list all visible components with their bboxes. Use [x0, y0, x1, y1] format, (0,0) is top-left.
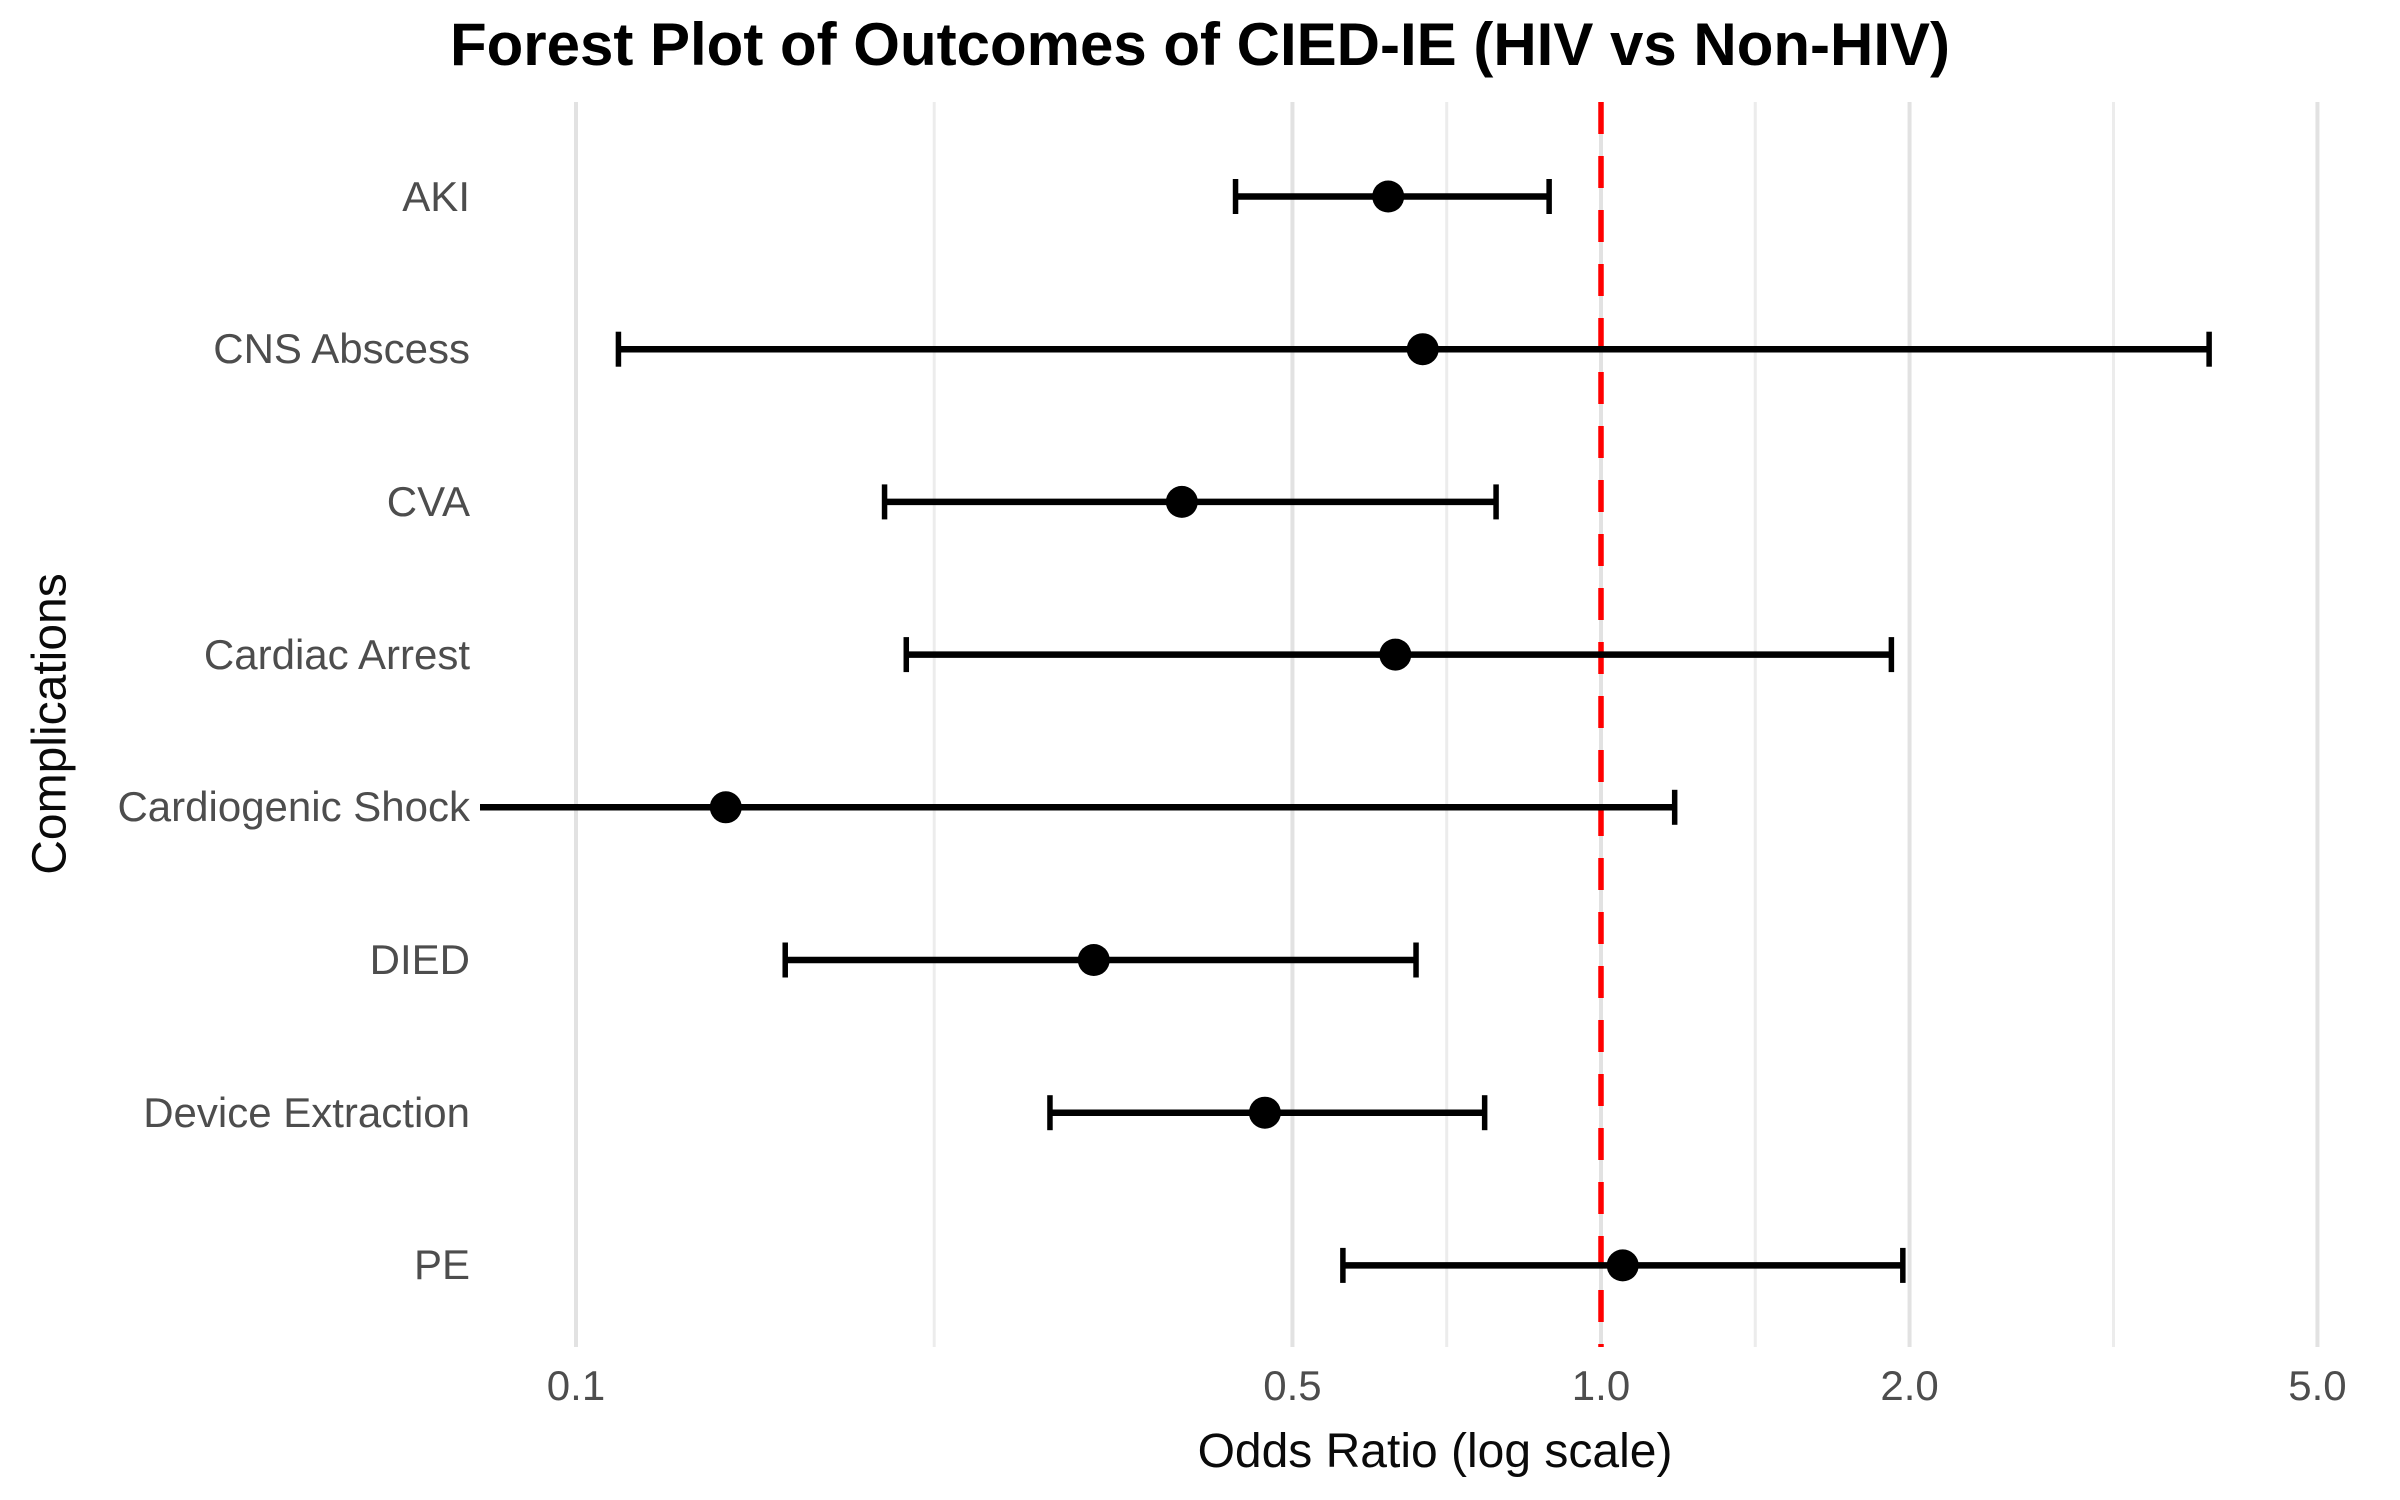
y-tick-label: DIED — [369, 936, 470, 983]
or-point-marker — [1372, 180, 1405, 213]
x-tick-label: 5.0 — [2288, 1362, 2347, 1409]
y-tick-label: Device Extraction — [143, 1088, 470, 1136]
y-tick-label: CNS Abscess — [213, 325, 470, 373]
x-tick-label: 2.0 — [1880, 1362, 1939, 1409]
chart-title: Forest Plot of Outcomes of CIED-IE (HIV … — [449, 11, 1951, 78]
y-tick-label: PE — [413, 1241, 470, 1289]
x-axis-title: Odds Ratio (log scale) — [1197, 1425, 1673, 1478]
or-point-marker — [1606, 1249, 1639, 1282]
y-tick-label: CVA — [386, 477, 470, 525]
x-tick-label: 0.1 — [546, 1362, 606, 1409]
y-tick-label: Cardiac Arrest — [203, 630, 470, 678]
x-tick-label: 0.5 — [1263, 1362, 1322, 1409]
or-point-marker — [1379, 638, 1412, 671]
or-point-marker — [1248, 1096, 1281, 1129]
y-tick-label: AKI — [402, 172, 470, 220]
y-tick-label: Cardiogenic Shock — [117, 783, 470, 831]
or-point-marker — [1077, 944, 1110, 976]
x-tick-label: 1.0 — [1571, 1362, 1631, 1409]
or-point-marker — [1165, 485, 1198, 518]
or-point-marker — [709, 791, 742, 824]
or-point-marker — [1406, 333, 1439, 366]
